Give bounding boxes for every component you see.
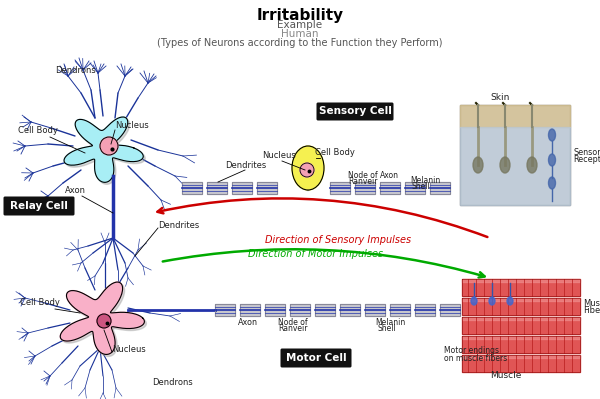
Text: Cell Body: Cell Body	[20, 298, 60, 307]
Text: Direction of Sensory Impulses: Direction of Sensory Impulses	[265, 235, 411, 245]
Polygon shape	[60, 282, 145, 354]
Text: on muscle fibers: on muscle fibers	[444, 354, 507, 363]
Text: Melanin: Melanin	[410, 176, 440, 185]
Text: Sensory Cell: Sensory Cell	[319, 107, 391, 117]
Polygon shape	[64, 117, 143, 182]
Text: Nucleus: Nucleus	[115, 121, 149, 130]
Polygon shape	[182, 182, 202, 194]
Polygon shape	[207, 182, 227, 194]
Polygon shape	[462, 336, 580, 339]
Text: Irritability: Irritability	[256, 8, 344, 23]
Polygon shape	[257, 182, 277, 194]
Text: Node of: Node of	[278, 318, 308, 327]
Polygon shape	[290, 304, 310, 316]
Polygon shape	[330, 182, 350, 194]
Text: Sensory: Sensory	[573, 148, 600, 157]
FancyBboxPatch shape	[4, 196, 74, 215]
Polygon shape	[462, 317, 580, 320]
Text: Fibers: Fibers	[583, 306, 600, 315]
Polygon shape	[462, 298, 580, 301]
Text: Axon: Axon	[65, 186, 86, 195]
Polygon shape	[380, 182, 400, 194]
Polygon shape	[460, 105, 570, 127]
Text: Axon: Axon	[238, 318, 258, 327]
Polygon shape	[365, 304, 385, 316]
Ellipse shape	[548, 154, 556, 166]
Text: Dendrites: Dendrites	[158, 221, 199, 230]
Polygon shape	[215, 304, 235, 316]
Text: Shell: Shell	[377, 324, 396, 333]
Text: Dendrons: Dendrons	[55, 66, 96, 75]
Polygon shape	[440, 304, 460, 316]
Text: Nucleus: Nucleus	[112, 345, 146, 354]
Text: Melanin: Melanin	[375, 318, 405, 327]
FancyBboxPatch shape	[317, 103, 394, 120]
Polygon shape	[430, 182, 450, 194]
Ellipse shape	[471, 297, 477, 305]
Text: Ranveir: Ranveir	[348, 177, 377, 186]
Polygon shape	[66, 119, 145, 184]
Circle shape	[300, 163, 314, 177]
Text: Nucleus: Nucleus	[262, 151, 296, 160]
Ellipse shape	[527, 157, 537, 173]
Polygon shape	[462, 355, 580, 372]
Polygon shape	[462, 279, 580, 296]
FancyBboxPatch shape	[460, 105, 570, 205]
Text: Axon: Axon	[380, 171, 399, 180]
Ellipse shape	[548, 129, 556, 141]
Text: Cell Body: Cell Body	[315, 148, 355, 157]
Text: Human: Human	[281, 29, 319, 39]
Polygon shape	[355, 182, 375, 194]
Text: Receptor: Receptor	[573, 155, 600, 164]
Polygon shape	[240, 304, 260, 316]
Polygon shape	[462, 279, 580, 282]
Polygon shape	[232, 182, 252, 194]
Circle shape	[97, 314, 111, 328]
Polygon shape	[415, 304, 435, 316]
Ellipse shape	[489, 297, 495, 305]
Polygon shape	[462, 317, 580, 334]
Text: (Types of Neurons according to the Function they Perform): (Types of Neurons according to the Funct…	[157, 38, 443, 48]
Ellipse shape	[500, 157, 510, 173]
Text: Skin: Skin	[490, 93, 509, 102]
Polygon shape	[460, 127, 570, 205]
Text: Dendrons: Dendrons	[152, 378, 193, 387]
Text: Ranveir: Ranveir	[278, 324, 308, 333]
FancyBboxPatch shape	[281, 348, 352, 367]
Polygon shape	[462, 355, 580, 358]
Circle shape	[100, 137, 118, 155]
Polygon shape	[462, 298, 580, 315]
Text: Motor Cell: Motor Cell	[286, 353, 346, 363]
Polygon shape	[315, 304, 335, 316]
Polygon shape	[462, 336, 580, 353]
Ellipse shape	[292, 146, 324, 190]
Polygon shape	[390, 304, 410, 316]
Text: Motor endings: Motor endings	[444, 346, 499, 355]
Text: Shell: Shell	[412, 182, 431, 191]
Text: Node of: Node of	[348, 171, 377, 180]
Text: Muscle: Muscle	[490, 371, 521, 380]
Text: Dendrites: Dendrites	[225, 161, 266, 170]
Ellipse shape	[473, 157, 483, 173]
Text: Direction of Motor Impulses: Direction of Motor Impulses	[248, 249, 383, 259]
Ellipse shape	[548, 177, 556, 189]
Polygon shape	[62, 284, 146, 356]
Polygon shape	[405, 182, 425, 194]
Text: Muscle: Muscle	[583, 299, 600, 308]
Polygon shape	[265, 304, 285, 316]
Ellipse shape	[507, 297, 513, 305]
Text: Cell Body: Cell Body	[18, 126, 58, 135]
Text: Example: Example	[277, 20, 323, 30]
Text: Relay Cell: Relay Cell	[10, 201, 68, 211]
Polygon shape	[340, 304, 360, 316]
